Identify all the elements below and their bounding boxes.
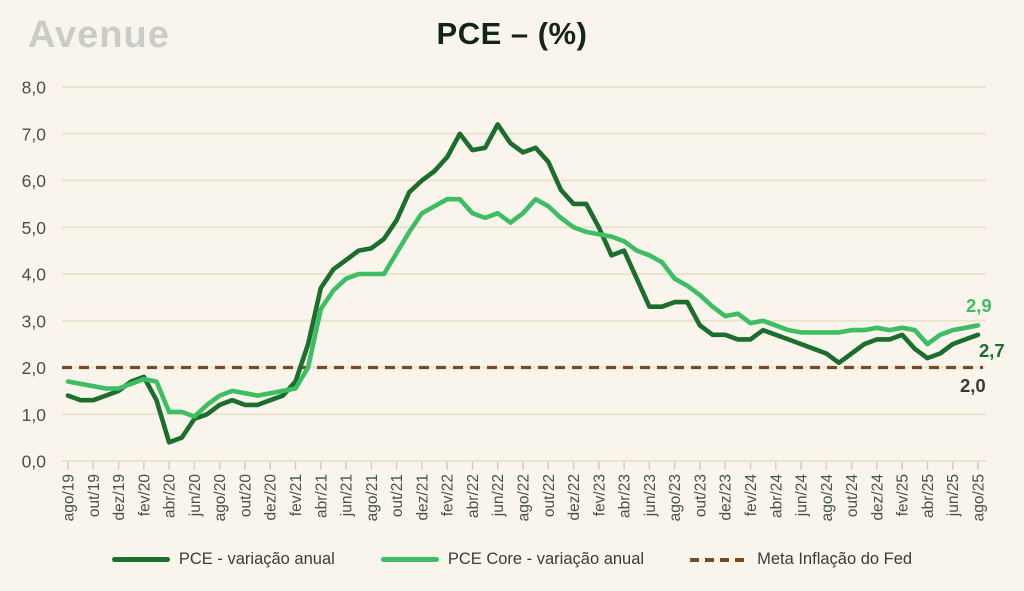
x-axis-label: jun/25 bbox=[945, 474, 962, 517]
y-axis-label: 0,0 bbox=[22, 452, 47, 472]
chart-legend: PCE - variação anual PCE Core - variação… bbox=[0, 550, 1024, 569]
x-axis-label: fev/25 bbox=[895, 474, 912, 516]
x-axis-label: dez/19 bbox=[111, 474, 128, 521]
x-axis-label: ago/25 bbox=[971, 474, 988, 521]
x-axis-label: dez/24 bbox=[869, 474, 886, 521]
y-axis-label: 7,0 bbox=[22, 124, 47, 144]
x-axis-label: jun/24 bbox=[794, 474, 811, 518]
x-axis-label: out/20 bbox=[237, 474, 254, 517]
x-axis-label: abr/23 bbox=[617, 474, 634, 518]
legend-label-fed-target: Meta Inflação do Fed bbox=[757, 550, 913, 568]
x-axis-label: out/24 bbox=[844, 474, 861, 517]
x-axis-label: dez/23 bbox=[718, 474, 735, 521]
x-axis-label: dez/22 bbox=[566, 474, 583, 521]
pce-core-line-swatch bbox=[380, 557, 439, 562]
pce-series-line bbox=[65, 122, 981, 445]
legend-item-pce-core: PCE Core - variação anual bbox=[380, 550, 645, 569]
pce-line-swatch bbox=[111, 557, 170, 562]
x-axis-label: abr/25 bbox=[920, 474, 937, 518]
y-axis-label: 5,0 bbox=[22, 218, 47, 238]
x-axis-label: abr/24 bbox=[768, 474, 785, 518]
x-axis-label: fev/20 bbox=[136, 474, 153, 517]
y-axis-label: 2,0 bbox=[22, 358, 47, 378]
x-axis-label: fev/24 bbox=[743, 474, 760, 517]
x-axis-label: jun/21 bbox=[339, 474, 356, 517]
x-axis-label: ago/24 bbox=[819, 474, 836, 522]
x-axis-label: fev/22 bbox=[440, 474, 457, 516]
x-axis-label: out/21 bbox=[389, 474, 406, 517]
avenue-logo: Avenue bbox=[28, 14, 170, 56]
legend-label-pce-core: PCE Core - variação anual bbox=[447, 550, 645, 568]
fed-target-dashed-swatch bbox=[690, 557, 749, 562]
y-axis-label: 8,0 bbox=[22, 78, 47, 98]
x-axis-label: ago/20 bbox=[212, 474, 229, 522]
end-label-target: 2,0 bbox=[960, 375, 986, 396]
pce-core-series-line bbox=[65, 196, 981, 419]
x-axis-label: jun/20 bbox=[187, 474, 204, 518]
legend-item-fed-target: Meta Inflação do Fed bbox=[690, 550, 912, 569]
x-axis-label: out/22 bbox=[541, 474, 558, 517]
x-axis-label: abr/22 bbox=[465, 474, 482, 518]
x-axis-label: dez/21 bbox=[414, 474, 431, 521]
y-axis-label: 3,0 bbox=[22, 311, 47, 331]
x-axis-label: out/23 bbox=[692, 474, 709, 517]
x-axis-label: dez/20 bbox=[263, 474, 280, 521]
y-axis-label: 6,0 bbox=[22, 171, 47, 191]
x-axis-label: fev/21 bbox=[288, 474, 305, 516]
y-axis-label: 4,0 bbox=[22, 265, 47, 285]
end-label-pce: 2,7 bbox=[979, 340, 1005, 361]
x-axis-label: ago/19 bbox=[61, 474, 78, 521]
x-axis-label: ago/23 bbox=[667, 474, 684, 521]
y-axis-label: 1,0 bbox=[22, 405, 47, 425]
x-axis-label: abr/20 bbox=[162, 474, 179, 518]
x-axis-label: ago/22 bbox=[516, 474, 533, 521]
legend-label-pce: PCE - variação anual bbox=[178, 550, 335, 568]
x-axis-label: out/19 bbox=[86, 474, 103, 517]
page-title: PCE – (%) bbox=[436, 16, 588, 51]
x-axis-label: fev/23 bbox=[591, 474, 608, 516]
x-axis-label: ago/21 bbox=[364, 474, 381, 521]
x-axis-label: jun/23 bbox=[642, 474, 659, 517]
x-axis-label: abr/21 bbox=[313, 474, 330, 518]
legend-item-pce: PCE - variação anual bbox=[111, 550, 335, 569]
end-label-pce-core: 2,9 bbox=[966, 295, 992, 316]
x-axis-label: jun/22 bbox=[490, 474, 507, 517]
